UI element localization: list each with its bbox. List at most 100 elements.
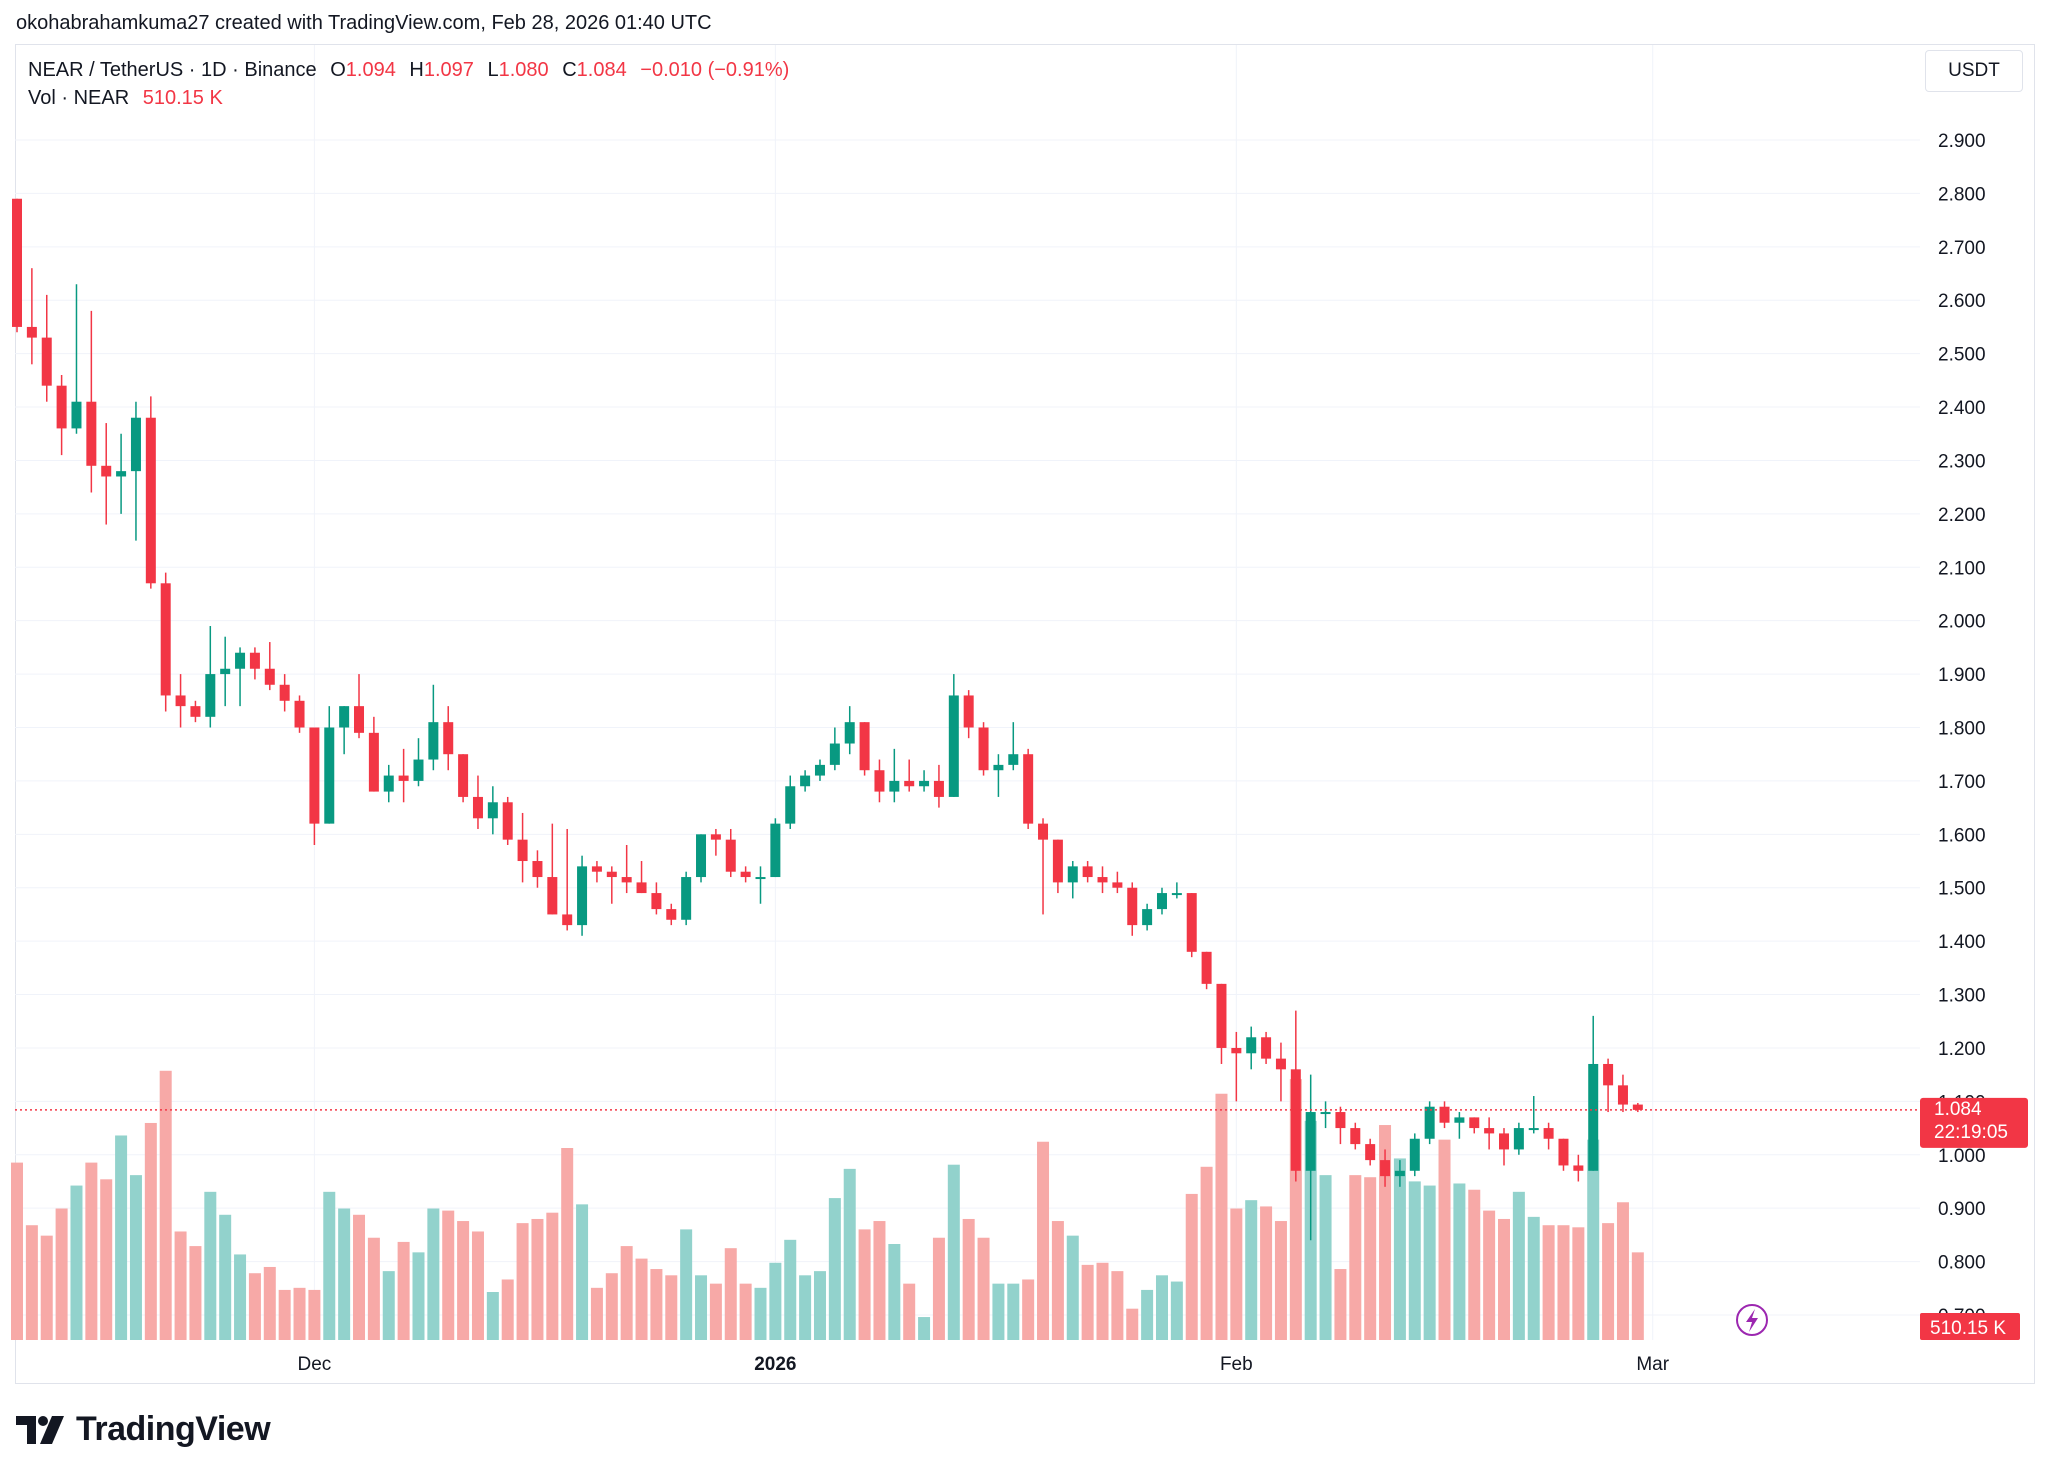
candle-body xyxy=(443,722,454,755)
candle-body xyxy=(800,775,811,787)
volume-bar xyxy=(1185,1193,1198,1340)
volume-bar xyxy=(1051,1221,1064,1340)
footer-logo[interactable]: TradingView xyxy=(16,1410,271,1449)
candle-body xyxy=(696,834,707,878)
candle-body xyxy=(1558,1138,1569,1166)
volume-bar xyxy=(1557,1225,1570,1340)
volume-bar xyxy=(1498,1218,1510,1340)
candle-body xyxy=(978,727,989,771)
candle-body xyxy=(1067,866,1078,883)
candles xyxy=(12,198,1643,1241)
volume-bar xyxy=(665,1275,678,1340)
candle-body xyxy=(1112,882,1123,888)
volume-bar xyxy=(1126,1308,1139,1340)
volume-bar xyxy=(293,1287,306,1340)
y-tick-label: 0.900 xyxy=(1938,1199,1986,1220)
candle-body xyxy=(636,882,647,894)
volume-bar xyxy=(55,1208,68,1340)
chart-canvas[interactable]: 2.900 2.800 2.700 2.600 2.500 2.400 2.300 2.200… xyxy=(0,0,2048,1400)
currency-button[interactable]: USDT xyxy=(1925,50,2023,92)
last-price-badge: 1.084 22:19:05 xyxy=(1920,1097,2028,1148)
candle-body xyxy=(859,722,870,771)
candle-body xyxy=(175,695,186,707)
candle-body xyxy=(1409,1138,1420,1171)
lightning-icon[interactable] xyxy=(1736,1304,1768,1336)
candle-body xyxy=(354,706,365,733)
volume-bar xyxy=(962,1218,975,1340)
volume-bar xyxy=(561,1148,574,1340)
volume-bar xyxy=(903,1283,916,1340)
candle-body xyxy=(1201,951,1212,984)
candle-body xyxy=(1350,1128,1361,1145)
volume-bar xyxy=(1587,1139,1600,1340)
volume-bar xyxy=(1602,1223,1615,1340)
candle-body xyxy=(398,775,409,781)
volume-bar xyxy=(308,1289,321,1340)
candle-body xyxy=(993,764,1004,771)
tradingview-logo-icon xyxy=(16,1415,64,1444)
volume-bar xyxy=(1260,1206,1273,1340)
y-tick-label: 1.600 xyxy=(1938,825,1986,846)
candle-body xyxy=(1499,1133,1509,1150)
volume-bar xyxy=(1423,1185,1436,1340)
legend-high-label: H xyxy=(409,59,424,81)
volume-bar xyxy=(605,1273,618,1340)
candle-body xyxy=(710,834,721,840)
candle-body xyxy=(547,877,558,915)
y-tick-label: 2.700 xyxy=(1938,238,1986,259)
legend-open-label: O xyxy=(330,59,346,81)
candle-body xyxy=(1186,893,1197,952)
volume-bar xyxy=(1631,1252,1644,1340)
candle-body xyxy=(1603,1063,1614,1086)
y-tick-label: 1.200 xyxy=(1938,1039,1986,1060)
y-tick-label: 2.100 xyxy=(1938,558,1986,579)
candle-body xyxy=(532,861,543,878)
volume-bar xyxy=(1081,1264,1094,1340)
volume-bar xyxy=(129,1175,142,1340)
legend-volume-label[interactable]: Vol · NEAR xyxy=(28,87,130,109)
volume-bar xyxy=(1037,1141,1050,1340)
y-tick-label: 2.600 xyxy=(1938,291,1986,312)
candle-body xyxy=(472,796,483,819)
candle-body xyxy=(220,668,231,675)
volume-bar xyxy=(724,1248,737,1340)
candle-body xyxy=(1335,1112,1346,1129)
volume-bar xyxy=(338,1208,351,1340)
volume-bar xyxy=(367,1237,380,1340)
candle-body xyxy=(785,786,796,824)
volume-bar xyxy=(799,1275,812,1340)
candle-body xyxy=(1320,1112,1331,1115)
candle-body xyxy=(1365,1144,1376,1161)
volume-bar xyxy=(754,1287,767,1340)
x-tick-label: Mar xyxy=(1636,1354,1669,1375)
volume-bar xyxy=(278,1289,291,1340)
volume-bar xyxy=(888,1244,901,1340)
volume-bar xyxy=(576,1204,589,1340)
volume-bar xyxy=(1141,1289,1154,1340)
volume-bar xyxy=(650,1269,663,1340)
volume-bar xyxy=(1542,1225,1555,1340)
legend-change: −0.010 (−0.91%) xyxy=(640,59,790,81)
volume-bar xyxy=(1453,1183,1466,1340)
legend-symbol[interactable]: NEAR / TetherUS · 1D · Binance xyxy=(28,59,317,81)
candle-body xyxy=(41,337,52,386)
volume-bar xyxy=(1483,1210,1496,1340)
candle-body xyxy=(1008,754,1019,765)
candle-body xyxy=(948,695,959,797)
candle-body xyxy=(1023,754,1034,824)
y-tick-label: 2.200 xyxy=(1938,505,1986,526)
volume-bar xyxy=(25,1225,38,1340)
volume-bar xyxy=(516,1223,529,1340)
volume-bar xyxy=(1096,1262,1109,1340)
volume-bar xyxy=(85,1162,98,1340)
candle-body xyxy=(874,770,885,792)
volume-bar xyxy=(695,1275,708,1340)
candle-body xyxy=(12,198,22,327)
legend-low-label: L xyxy=(487,59,499,81)
volume-bar xyxy=(234,1254,247,1340)
legend-close: 1.084 xyxy=(576,59,627,81)
chart-frame xyxy=(15,44,2035,1384)
candle-body xyxy=(71,401,82,429)
candle-body xyxy=(487,802,498,819)
volume-bar xyxy=(1230,1208,1243,1340)
